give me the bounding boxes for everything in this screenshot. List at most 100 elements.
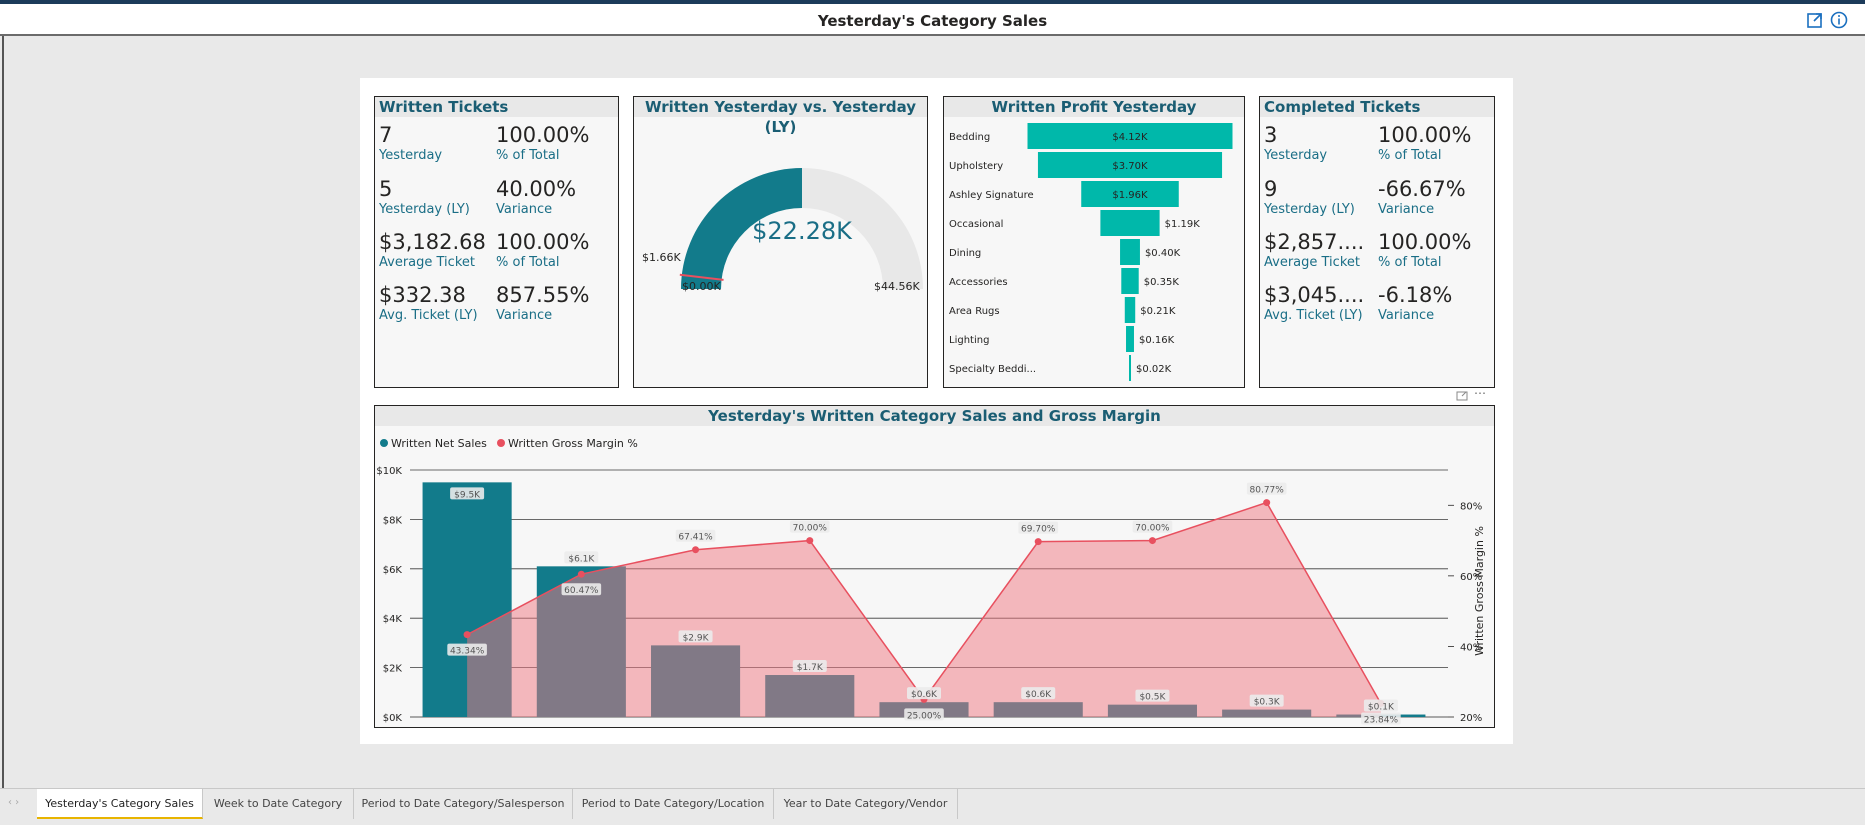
legend-swatch-net-sales xyxy=(380,439,388,447)
tab-week-to-date-category[interactable]: Week to Date Category xyxy=(203,789,354,819)
margin-data-label-bg xyxy=(1246,482,1287,495)
gross-margin-point[interactable] xyxy=(1034,538,1042,546)
profit-category-label: Area Rugs xyxy=(949,306,1000,317)
sales-data-label-bg xyxy=(1363,699,1398,712)
y-tick-label: $2K xyxy=(383,664,403,675)
profit-category-label: Ashley Signature xyxy=(949,190,1034,201)
profit-category-label: Specialty Beddi... xyxy=(949,364,1036,375)
gauge-value-label: $22.28K xyxy=(752,217,853,245)
sales-data-label: $2.9K xyxy=(683,633,710,643)
margin-data-label: 25.00% xyxy=(907,711,942,721)
margin-data-label-bg xyxy=(904,708,944,721)
margin-data-label-bg xyxy=(447,643,487,656)
kpi-completed-yesterday-ly: 9 Yesterday (LY) xyxy=(1264,177,1355,217)
tab-period-to-date-salesperson[interactable]: Period to Date Category/Salesperson xyxy=(354,789,573,819)
gauge-min-label: $0.00K xyxy=(682,280,721,293)
profit-value-label: $3.70K xyxy=(1112,161,1148,172)
tab-period-to-date-location[interactable]: Period to Date Category/Location xyxy=(573,789,774,819)
x-category-label: Specialty Bedding xyxy=(1331,725,1430,727)
gross-margin-point[interactable] xyxy=(577,570,585,578)
gauge-title: Written Yesterday vs. Yesterday (LY) xyxy=(634,97,927,136)
y2-axis-title: Written Gross Margin % xyxy=(1473,526,1486,656)
x-category-label: Occasional xyxy=(780,725,840,727)
profit-value-label: $0.35K xyxy=(1144,277,1180,288)
margin-data-label-bg xyxy=(1361,712,1401,725)
gross-margin-point[interactable] xyxy=(692,546,700,554)
y2-tick-label: 40% xyxy=(1460,642,1482,653)
sales-data-label-bg xyxy=(1021,687,1056,700)
report-page: Written Tickets 7 Yesterday 100.00%% of T… xyxy=(360,78,1513,744)
completed-tickets-card[interactable]: Completed Tickets 3 Yesterday 100.00%% of… xyxy=(1259,96,1495,388)
y-tick-label: $8K xyxy=(383,515,403,526)
margin-data-label: 67.41% xyxy=(678,533,713,543)
page-tabs: ‹ › Yesterday's Category Sales Week to D… xyxy=(0,788,1865,825)
profit-bar[interactable] xyxy=(1120,239,1140,265)
kpi-completed-avg-ticket-ly: $3,045.... Avg. Ticket (LY) xyxy=(1264,283,1365,323)
sales-data-label: $0.3K xyxy=(1254,698,1281,708)
profit-bar[interactable] xyxy=(1081,181,1179,207)
profit-funnel-chart: Bedding $4.12K Upholstery $3.70K Ashley Sign… xyxy=(949,123,1233,381)
sales-data-label-bg xyxy=(450,487,485,500)
margin-data-label: 70.00% xyxy=(1135,524,1170,534)
y-tick-label: $0K xyxy=(383,713,403,724)
x-category-label: Accessories xyxy=(1120,725,1185,727)
profit-value-label: $1.19K xyxy=(1165,219,1201,230)
kpi-completed-average-ticket: $2,857.... Average Ticket xyxy=(1264,230,1365,270)
legend-gross-margin: Written Gross Margin % xyxy=(508,437,638,450)
gross-margin-point[interactable] xyxy=(463,631,471,639)
top-accent-bar xyxy=(0,0,1865,4)
y2-tick-label: 80% xyxy=(1460,501,1482,512)
gauge-fill-arc xyxy=(681,168,802,289)
profit-value-label: $4.12K xyxy=(1112,132,1148,143)
kpi-yesterday-ly: 5 Yesterday (LY) xyxy=(379,177,470,217)
profit-category-label: Accessories xyxy=(949,277,1008,288)
profit-bar[interactable] xyxy=(1121,268,1139,294)
written-tickets-card[interactable]: Written Tickets 7 Yesterday 100.00%% of T… xyxy=(374,96,619,388)
combo-chart-card[interactable]: Yesterday's Written Category Sales and G… xyxy=(374,405,1495,728)
tab-scroll-arrows[interactable]: ‹ › xyxy=(8,797,20,808)
y2-tick-label: 60% xyxy=(1460,572,1482,583)
sales-data-label: $0.6K xyxy=(1025,690,1052,700)
profit-bar[interactable] xyxy=(1124,297,1136,323)
profit-value-label: $0.02K xyxy=(1136,364,1172,375)
kpi-completed-variance: -66.67% Variance xyxy=(1378,177,1466,217)
sales-data-label-bg xyxy=(564,551,599,564)
profit-bar[interactable] xyxy=(1129,355,1131,381)
margin-data-label: 80.77% xyxy=(1250,486,1285,496)
x-category-label: Lighting xyxy=(902,725,946,727)
tab-yesterdays-category-sales[interactable]: Yesterday's Category Sales xyxy=(37,789,203,819)
legend-net-sales: Written Net Sales xyxy=(391,437,487,450)
profit-bar[interactable] xyxy=(1126,326,1134,352)
open-in-new-icon[interactable] xyxy=(1806,11,1824,29)
profit-value-label: $1.96K xyxy=(1112,190,1148,201)
y-tick-label: $4K xyxy=(383,614,403,625)
kpi-pct-total-2: 100.00%% of Total xyxy=(496,230,590,270)
profit-bar[interactable] xyxy=(1037,152,1223,178)
margin-data-label: 69.70% xyxy=(1021,525,1056,535)
sales-data-label-bg xyxy=(678,630,713,643)
margin-data-label: 60.47% xyxy=(564,586,599,596)
gauge-card[interactable]: Written Yesterday vs. Yesterday (LY) $22… xyxy=(633,96,928,388)
margin-data-label-bg xyxy=(1018,521,1059,534)
more-options-icon[interactable]: ⋯ xyxy=(1474,386,1487,400)
kpi-average-ticket: $3,182.68 Average Ticket xyxy=(379,230,486,270)
tab-year-to-date-vendor[interactable]: Year to Date Category/Vendor xyxy=(774,789,958,819)
kpi-completed-variance-2: -6.18% Variance xyxy=(1378,283,1453,323)
margin-data-label-bg xyxy=(789,520,830,533)
profit-bar[interactable] xyxy=(1100,210,1160,236)
gross-margin-point[interactable] xyxy=(1263,499,1271,507)
kpi-completed-pct-total: 100.00%% of Total xyxy=(1378,123,1472,163)
profit-bar[interactable] xyxy=(1027,123,1233,149)
profit-value-label: $0.40K xyxy=(1145,248,1181,259)
profit-card[interactable]: Written Profit Yesterday Bedding $4.12K Up… xyxy=(943,96,1245,388)
gross-margin-point[interactable] xyxy=(806,537,814,545)
sales-data-label-bg xyxy=(792,660,827,673)
completed-tickets-title: Completed Tickets xyxy=(1260,97,1494,117)
info-icon[interactable] xyxy=(1830,11,1848,29)
profit-value-label: $0.16K xyxy=(1139,335,1175,346)
focus-mode-icon[interactable] xyxy=(1456,390,1468,402)
gross-margin-point[interactable] xyxy=(1148,537,1156,545)
sales-data-label-bg xyxy=(907,687,941,700)
written-tickets-title: Written Tickets xyxy=(375,97,618,117)
report-header: Yesterday's Category Sales xyxy=(0,4,1865,36)
